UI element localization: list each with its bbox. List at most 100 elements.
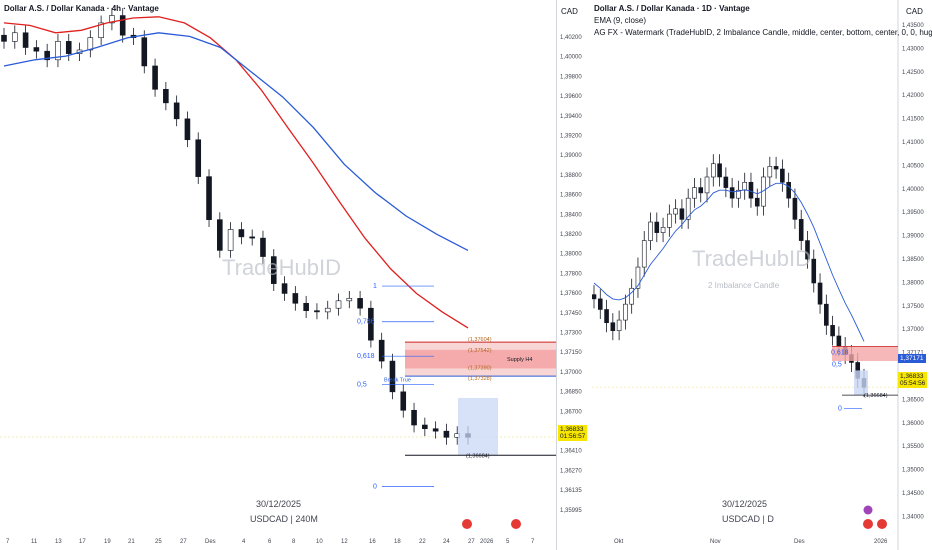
calendar-icon-right-1 [863,519,873,529]
x-tick-left-5: 21 [128,539,135,545]
x-tick-left-18: 27 [468,539,475,545]
ema-price-tag-right: 1,37171 [898,354,926,363]
y-tick-left-24: 1,35995 [560,508,582,514]
candle-body-left [206,176,212,220]
fib-label-3: 0,5 [357,381,367,388]
x-tick-left-4: 19 [104,539,111,545]
candle-body-left [152,65,158,90]
x-tick-left-9: 4 [242,539,246,545]
y-tick-right-4: 1,41500 [902,117,924,123]
y-tick-left-13: 1,37600 [560,291,582,297]
watermark-right: TradeHubID [692,246,812,271]
candle-body-right [798,219,804,241]
y-tick-left-23: 1,36135 [560,488,582,494]
x-tick-left-15: 18 [394,539,401,545]
zone-price-0: (1,37604) [468,337,492,343]
candle-body-right [679,208,685,220]
y-tick-left-4: 1,39400 [560,114,582,120]
chart-4h-title: Dollar A.S. / Dollar Kanada · 4h · Vanta… [4,4,159,13]
y-tick-right-14: 1,37171 [902,351,924,357]
fib-label-right-0: 0 [838,406,842,413]
candle-body-right [736,189,741,199]
candle-body-left [1,34,7,42]
y-tick-right-0: 1,43500 [902,23,924,29]
candle-body-right [811,258,817,284]
x-tick-left-2: 13 [55,539,62,545]
candle-body-right [641,240,647,268]
candle-body-left [368,307,374,341]
chart-4h-canvas[interactable]: 7 11 13 17 19 21 25 27 Des 4 6 8 10 12 16 18 22 24 27 2026 5… [0,0,556,550]
ema-blue-line-left [3,32,469,251]
target-label-left: (1,36684) [466,453,490,459]
fib-label-right-0618: 0,618 [831,349,849,356]
calendar-icon-right-2 [877,519,887,529]
candle-body-left [314,310,320,313]
chart-4h-pane[interactable]: 7 11 13 17 19 21 25 27 Des 4 6 8 10 12 16 18 22 24 27 2026 5… [0,0,556,550]
candle-body-right [654,221,660,233]
candle-body-right [723,176,729,188]
candle-body-left [389,360,396,393]
candle-body-right [786,181,791,199]
last-price-tag-left: 1,36833 01:56:57 [558,425,588,441]
candle-body-left [11,32,18,42]
last-price-left: 1,36833 [560,426,584,433]
candle-body-left [109,15,115,24]
y-tick-right-1: 1,43000 [902,46,924,52]
calendar-icon-left-1 [462,519,472,529]
chart-1d-canvas[interactable]: 1,43500 1,43000 1,42500 1,42000 1,41500 1,410… [592,0,932,550]
candle-body-left [422,424,428,430]
price-axis-left[interactable]: 1,40200 1,40000 1,39800 1,39600 1,39400 1,392… [556,0,594,550]
y-tick-right-16: 1,36500 [902,397,924,403]
y-tick-right-2: 1,42500 [902,70,924,76]
x-tick-left-13: 12 [341,539,348,545]
chart-1d-title: Dollar A.S. / Dollar Kanada · 1D · Vanta… [594,4,750,13]
y-tick-left-11: 1,38000 [560,252,582,258]
y-tick-right-17: 1,36000 [902,421,924,427]
y-tick-right-12: 1,37500 [902,304,924,310]
candle-body-left [163,89,169,104]
candle-body-left [357,298,363,309]
date-footer-left: 30/12/2025 [256,499,302,509]
candle-body-left [378,339,385,362]
candle-body-right [824,303,829,326]
ema9-line-right [593,182,865,342]
chart-1d-pane[interactable]: 1,43500 1,43000 1,42500 1,42000 1,41500 1,410… [592,0,932,550]
candle-body-left [227,229,234,251]
candle-body-right [830,325,835,337]
indicator-ema[interactable]: EMA (9, close) [594,16,647,25]
x-tick-right-0: Okt [614,539,624,545]
candle-body-left [65,41,72,54]
y-tick-left-3: 1,39600 [560,94,582,100]
supply-zone-core-left [405,349,556,369]
zone-price-3: (1,37328) [468,376,492,382]
candle-body-right [616,319,622,331]
target-box-left [458,397,498,456]
x-tick-left-16: 22 [419,539,426,545]
x-tick-left-12: 10 [316,539,323,545]
x-tick-left-6: 25 [155,539,162,545]
candle-body-right [717,163,722,178]
x-tick-left-14: 16 [369,539,376,545]
candle-body-left [324,307,331,313]
target-label-right: (1,36684) [864,393,888,399]
candle-body-right [773,166,779,170]
x-tick-left-11: 8 [292,539,296,545]
y-tick-right-9: 1,39000 [902,234,924,240]
ema-red-line-left [3,16,469,329]
last-price-tag-right: 1,36833 05:54:56 [898,372,928,388]
fib-label-4: 0 [373,484,377,491]
x-tick-left-7: 27 [180,539,187,545]
candle-body-left [87,37,94,51]
candle-body-left [443,430,450,438]
y-tick-left-6: 1,39000 [560,153,582,159]
y-tick-right-5: 1,41000 [902,140,924,146]
candle-body-right [610,322,616,331]
candle-body-left [173,102,180,120]
zone-price-2: (1,37390) [468,365,492,371]
indicator-watermark[interactable]: AG FX - Watermark (TradeHubID, 2 Imbalan… [594,28,932,37]
supply-zone-label: Supply H4 [507,357,532,363]
x-tick-left-10: 6 [268,539,272,545]
candle-body-right [767,166,773,178]
candle-body-left [346,298,353,302]
candle-body-right [698,187,704,194]
